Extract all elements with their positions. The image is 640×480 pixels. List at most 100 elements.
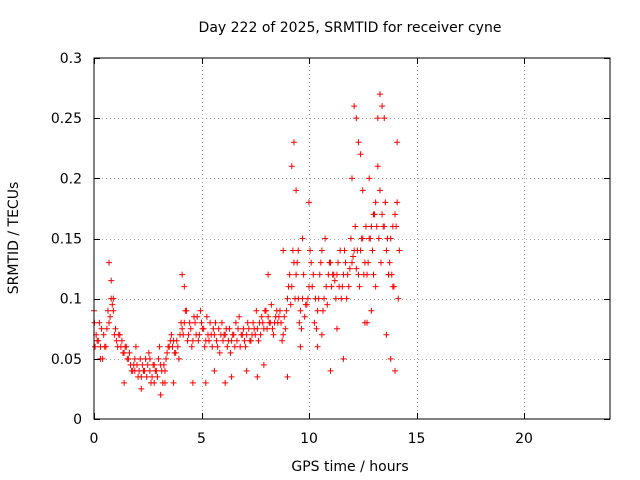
data-point bbox=[167, 337, 174, 344]
data-point bbox=[335, 259, 342, 266]
data-point bbox=[170, 379, 177, 386]
data-point bbox=[145, 349, 152, 356]
data-point bbox=[265, 271, 272, 278]
data-point bbox=[313, 325, 320, 332]
data-point bbox=[150, 361, 157, 368]
data-point bbox=[174, 343, 181, 350]
data-point bbox=[193, 331, 200, 338]
data-point bbox=[175, 355, 182, 362]
data-point bbox=[274, 319, 281, 326]
data-point bbox=[302, 301, 309, 308]
data-point bbox=[316, 271, 323, 278]
data-point bbox=[385, 271, 392, 278]
data-point bbox=[358, 235, 365, 242]
data-point bbox=[102, 343, 109, 350]
data-point bbox=[106, 259, 113, 266]
data-point bbox=[318, 247, 325, 254]
data-point bbox=[213, 337, 220, 344]
data-point bbox=[349, 259, 355, 266]
data-point bbox=[187, 325, 194, 332]
data-point bbox=[281, 313, 288, 320]
data-point bbox=[189, 337, 196, 344]
data-point bbox=[326, 259, 333, 266]
data-point bbox=[137, 355, 144, 362]
data-point bbox=[228, 373, 235, 380]
data-point bbox=[208, 331, 215, 338]
data-point bbox=[209, 343, 216, 350]
data-point bbox=[280, 247, 287, 254]
data-point bbox=[163, 355, 170, 362]
data-point bbox=[243, 331, 250, 338]
data-point bbox=[143, 373, 150, 380]
data-point bbox=[120, 349, 127, 356]
data-points bbox=[91, 91, 403, 398]
data-point bbox=[360, 271, 367, 278]
data-point bbox=[368, 223, 375, 230]
data-point bbox=[347, 235, 354, 242]
data-point bbox=[351, 103, 358, 110]
data-point bbox=[203, 313, 210, 320]
data-point bbox=[231, 343, 238, 350]
data-point bbox=[171, 349, 178, 356]
data-point bbox=[319, 307, 326, 314]
data-point bbox=[223, 325, 230, 332]
data-point bbox=[215, 325, 222, 332]
data-point bbox=[295, 247, 302, 254]
data-point bbox=[138, 385, 145, 392]
data-point bbox=[264, 325, 271, 332]
data-point bbox=[367, 235, 374, 242]
data-point bbox=[168, 331, 175, 338]
data-point bbox=[322, 235, 329, 242]
data-point bbox=[307, 247, 314, 254]
data-point bbox=[155, 355, 162, 362]
data-point bbox=[280, 331, 287, 338]
data-point bbox=[164, 349, 171, 356]
data-point bbox=[357, 151, 364, 158]
data-point bbox=[229, 331, 236, 338]
data-point bbox=[309, 283, 316, 290]
data-point bbox=[206, 337, 213, 344]
data-point bbox=[298, 325, 305, 332]
data-point bbox=[386, 259, 393, 266]
data-point bbox=[349, 175, 355, 182]
data-point bbox=[237, 343, 244, 350]
data-point bbox=[356, 283, 363, 290]
data-point bbox=[180, 331, 187, 338]
data-point bbox=[355, 139, 362, 146]
data-point bbox=[199, 325, 206, 332]
data-point bbox=[283, 307, 290, 314]
y-tick-label: 0.25 bbox=[51, 111, 82, 127]
data-point bbox=[214, 343, 221, 350]
data-point bbox=[389, 283, 396, 290]
data-point bbox=[272, 313, 279, 320]
data-point bbox=[265, 313, 272, 320]
data-point bbox=[379, 211, 386, 218]
data-point bbox=[245, 325, 252, 332]
data-point bbox=[327, 367, 334, 374]
data-point bbox=[179, 325, 186, 332]
data-point bbox=[112, 325, 119, 332]
data-point bbox=[139, 361, 146, 368]
data-point bbox=[310, 271, 317, 278]
data-point bbox=[113, 337, 120, 344]
data-point bbox=[353, 265, 360, 272]
data-point bbox=[182, 307, 189, 314]
data-point bbox=[394, 139, 401, 146]
data-point bbox=[218, 319, 225, 326]
data-point bbox=[241, 337, 248, 344]
data-point bbox=[201, 343, 208, 350]
y-tick-label: 0.2 bbox=[60, 171, 82, 187]
data-point bbox=[301, 313, 308, 320]
y-tick-label: 0.05 bbox=[51, 352, 82, 368]
data-point bbox=[324, 301, 331, 308]
data-point bbox=[384, 235, 391, 242]
y-axis-label: SRMTID / TECUs bbox=[6, 182, 22, 295]
data-point bbox=[249, 331, 256, 338]
data-point bbox=[373, 223, 380, 230]
y-tick-label: 0 bbox=[73, 412, 82, 428]
data-point bbox=[211, 367, 218, 374]
data-point bbox=[299, 295, 306, 302]
data-point bbox=[225, 337, 232, 344]
data-point bbox=[181, 283, 188, 290]
data-point bbox=[276, 307, 283, 314]
